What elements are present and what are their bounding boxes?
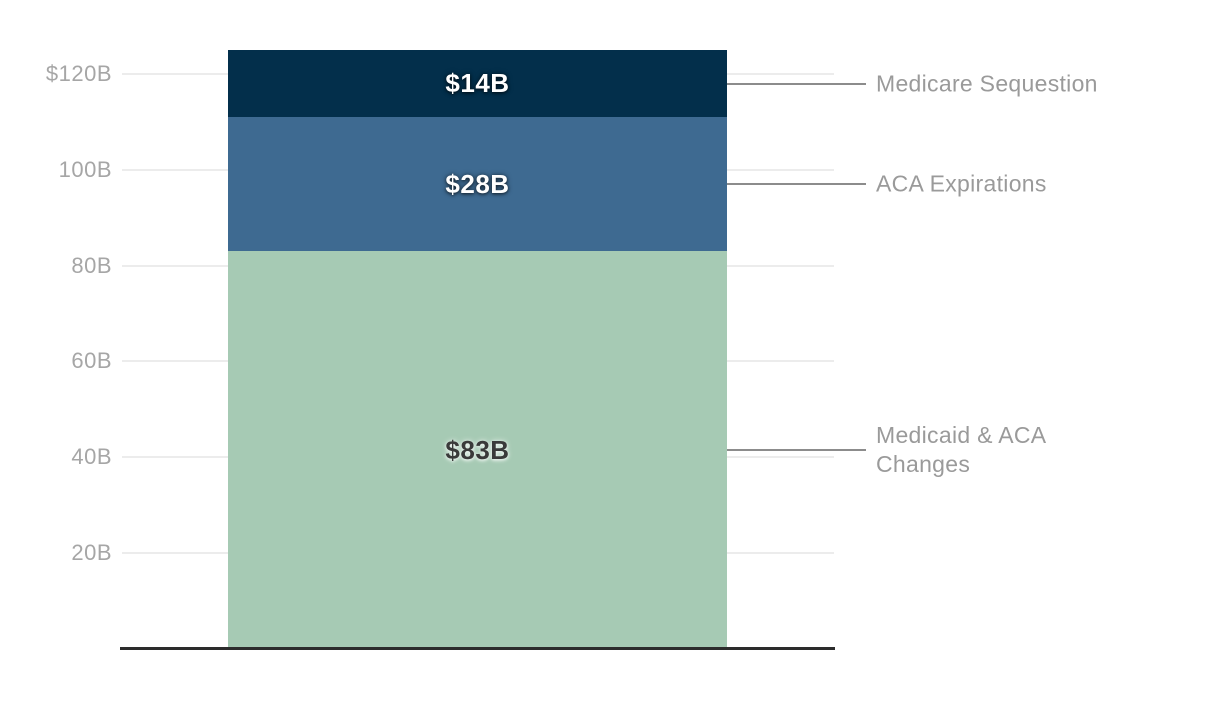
- bar-segment: $14B: [228, 50, 727, 118]
- y-axis-tick-label: 40B: [71, 444, 112, 470]
- annotation-leader-line: [727, 183, 866, 186]
- annotation-leader-line: [727, 82, 866, 85]
- x-axis-line: [120, 647, 835, 650]
- y-axis-tick-label: 80B: [71, 252, 112, 278]
- annotation-label: ACA Expirations: [876, 170, 1047, 197]
- annotation-leader-line: [727, 449, 866, 452]
- y-axis-tick-label: $120B: [45, 60, 112, 86]
- annotation-label: Medicaid & ACA Changes: [876, 422, 1046, 478]
- y-axis-tick-label: 60B: [71, 348, 112, 374]
- bar-segment: $83B: [228, 251, 727, 649]
- bar-segment: $28B: [228, 117, 727, 252]
- bar-value-label: $14B: [445, 68, 510, 99]
- y-axis-tick-label: 100B: [58, 156, 112, 182]
- bar-value-label: $83B: [445, 434, 510, 465]
- annotation-label: Medicare Sequestion: [876, 70, 1098, 97]
- bar-value-label: $28B: [445, 168, 510, 199]
- y-axis-tick-label: 20B: [71, 540, 112, 566]
